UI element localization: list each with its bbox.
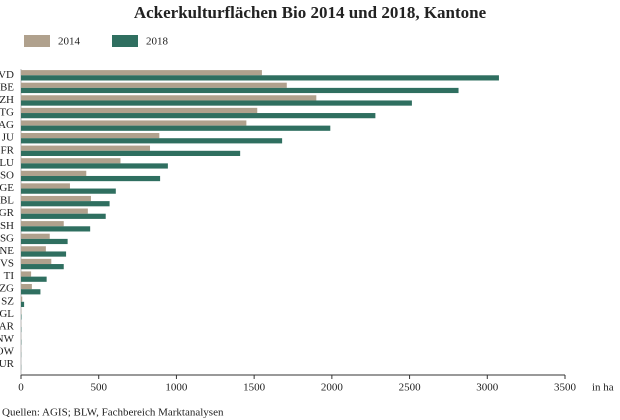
bar — [21, 125, 331, 131]
bar — [21, 289, 41, 295]
bar — [21, 113, 376, 119]
y-tick-label: VS — [0, 258, 14, 270]
x-tick-label: 500 — [90, 382, 107, 394]
bar — [21, 138, 283, 144]
bar — [21, 213, 106, 219]
y-tick-label: FR — [1, 144, 15, 156]
x-axis-label: in ha — [592, 382, 614, 394]
x-tick-label: 1000 — [165, 382, 188, 394]
legend-swatch — [112, 35, 138, 47]
x-tick-label: 3000 — [476, 382, 499, 394]
x-tick-label: 2500 — [399, 382, 422, 394]
bar — [21, 238, 68, 245]
y-tick-label: SG — [0, 232, 14, 244]
bar — [21, 258, 52, 265]
bar — [21, 271, 32, 277]
x-tick-label: 3500 — [554, 382, 577, 394]
bar — [21, 82, 287, 88]
legend-label: 2018 — [146, 36, 169, 48]
source-note: Quellen: AGIS; BLW, Fachbereich Marktana… — [2, 407, 224, 419]
bar — [21, 301, 25, 307]
y-tick-label: ZH — [0, 94, 14, 106]
y-tick-label: GL — [0, 308, 14, 320]
legend-label: 2014 — [58, 36, 81, 48]
bar — [21, 133, 160, 139]
y-tick-label: LU — [0, 157, 14, 169]
bar — [21, 226, 91, 232]
bar — [21, 75, 499, 81]
bar — [21, 276, 47, 282]
bar — [21, 233, 50, 239]
y-tick-label: BL — [0, 195, 14, 207]
chart-title: Ackerkulturflächen Bio 2014 und 2018, Ka… — [134, 3, 487, 22]
bar — [21, 158, 121, 164]
legend-swatch — [24, 35, 50, 47]
bar — [21, 87, 459, 94]
y-tick-label: JU — [2, 132, 14, 144]
y-tick-label: AG — [0, 119, 14, 131]
y-tick-label: ZG — [0, 283, 14, 295]
bar — [21, 107, 258, 114]
bar — [21, 208, 88, 214]
y-tick-label: NE — [0, 245, 14, 257]
bar — [21, 70, 262, 76]
y-tick-label: GE — [0, 182, 14, 194]
bar — [21, 95, 317, 101]
x-tick-label: 2000 — [321, 382, 344, 394]
y-tick-label: BE — [0, 81, 14, 93]
bar — [21, 246, 46, 252]
y-tick-label: SO — [0, 169, 14, 181]
y-tick-label: NW — [0, 333, 15, 345]
y-tick-label: AR — [0, 320, 15, 332]
y-tick-label: TI — [4, 270, 15, 282]
bar — [21, 284, 32, 290]
y-tick-label: GR — [0, 207, 15, 219]
y-tick-label: VD — [0, 69, 14, 81]
y-tick-label: SH — [0, 220, 14, 232]
bar — [21, 188, 116, 194]
bar — [21, 175, 161, 182]
bar — [21, 221, 64, 227]
bar — [21, 264, 64, 270]
bar — [21, 170, 87, 176]
bar — [21, 150, 241, 156]
bar — [21, 100, 412, 106]
bar — [21, 296, 23, 302]
bar — [21, 120, 247, 126]
y-tick-label: TG — [0, 107, 14, 119]
x-tick-label: 1500 — [243, 382, 266, 394]
bar — [21, 183, 70, 189]
x-tick-label: 0 — [18, 382, 24, 394]
y-tick-label: UR — [0, 358, 15, 370]
bar — [21, 195, 91, 202]
y-tick-label: OW — [0, 346, 15, 358]
bar — [21, 251, 67, 257]
y-tick-label: SZ — [1, 295, 14, 307]
bar — [21, 201, 110, 207]
bar — [21, 163, 168, 169]
bar — [21, 145, 151, 151]
